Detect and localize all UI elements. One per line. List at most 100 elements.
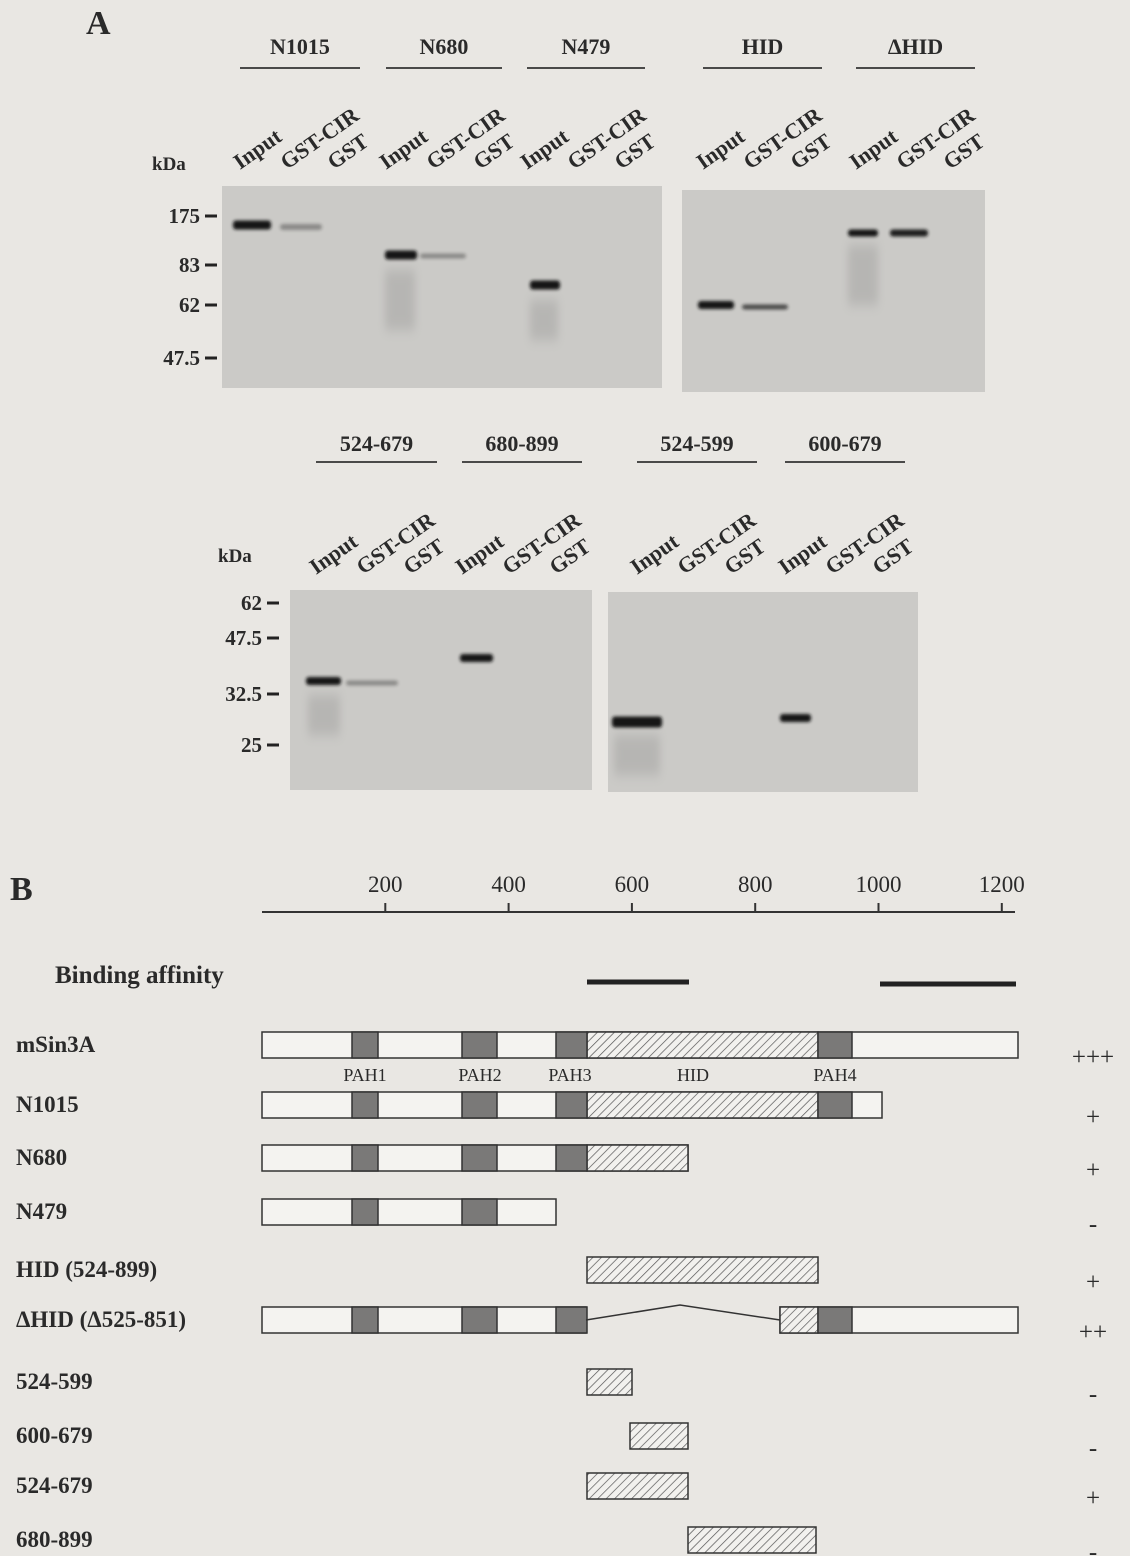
hid-region xyxy=(587,1145,688,1171)
affinity: - xyxy=(1089,1435,1097,1462)
pah-domain xyxy=(462,1032,497,1058)
axis-tick-label: 1200 xyxy=(979,872,1025,897)
affinity: ++ xyxy=(1079,1319,1107,1346)
gel-panel xyxy=(222,186,662,388)
construct-name: 524-679 xyxy=(16,1473,93,1498)
affinity: + xyxy=(1086,1485,1100,1512)
gel-band xyxy=(780,714,811,722)
pah-domain xyxy=(556,1032,587,1058)
marker-label: 47.5 xyxy=(225,626,262,650)
construct-name: HID (524-899) xyxy=(16,1257,157,1282)
gel-band xyxy=(233,221,271,230)
hid-region xyxy=(587,1032,818,1058)
axis-tick-label: 800 xyxy=(738,872,773,897)
lane-label: Input xyxy=(451,528,509,579)
pah-domain xyxy=(352,1199,378,1225)
gel-band xyxy=(385,251,417,260)
figure: A B Binding affinity kDa175836247.5N1015… xyxy=(0,0,1130,1556)
pah-domain xyxy=(556,1092,587,1118)
gel-band xyxy=(346,681,398,686)
lane-label: Input xyxy=(375,123,433,174)
axis-tick-label: 400 xyxy=(491,872,526,897)
gel-smear xyxy=(385,270,415,330)
marker-label: 62 xyxy=(241,591,262,615)
affinity: + xyxy=(1086,1269,1100,1296)
construct-header: 524-599 xyxy=(660,431,733,456)
construct-header: N479 xyxy=(562,34,611,59)
gel-band xyxy=(460,654,493,662)
marker-label: 83 xyxy=(179,253,200,277)
gel-band xyxy=(306,677,341,685)
affinity: + xyxy=(1086,1157,1100,1184)
construct-name: 680-899 xyxy=(16,1527,93,1552)
affinity: - xyxy=(1089,1211,1097,1238)
gel-smear xyxy=(614,735,660,775)
pah-domain xyxy=(556,1145,587,1171)
pah-domain xyxy=(462,1307,497,1333)
construct-box xyxy=(262,1307,586,1333)
pah-domain xyxy=(818,1032,852,1058)
construct-name: ΔHID (Δ525-851) xyxy=(16,1307,186,1332)
construct-header: HID xyxy=(742,34,784,59)
pah-domain xyxy=(818,1307,852,1333)
marker-label: 62 xyxy=(179,293,200,317)
domain-label: PAH3 xyxy=(548,1065,591,1085)
hid-region xyxy=(587,1473,688,1499)
pah-domain xyxy=(556,1307,587,1333)
marker-label: 32.5 xyxy=(225,682,262,706)
construct-header: 524-679 xyxy=(340,431,413,456)
affinity: +++ xyxy=(1072,1044,1114,1071)
hid-region xyxy=(688,1527,816,1553)
kda-label: kDa xyxy=(218,546,252,567)
hid-region xyxy=(587,1369,632,1395)
pah-domain xyxy=(818,1092,852,1118)
page: {"panel_a": {"label": "A", "gel_top": {"… xyxy=(0,0,1130,1556)
construct-header: N1015 xyxy=(270,34,330,59)
axis-tick-label: 200 xyxy=(368,872,403,897)
kda-label: kDa xyxy=(152,154,186,175)
affinity: + xyxy=(1086,1104,1100,1131)
domain-label: PAH1 xyxy=(343,1065,386,1085)
gel-band xyxy=(530,281,560,290)
construct-name: 524-599 xyxy=(16,1369,93,1394)
lane-label: Input xyxy=(305,528,363,579)
construct-name: N479 xyxy=(16,1199,67,1224)
marker-label: 25 xyxy=(241,733,262,757)
construct-header: 680-899 xyxy=(485,431,558,456)
axis-tick-label: 1000 xyxy=(856,872,902,897)
axis-tick-label: 600 xyxy=(615,872,650,897)
lane-label: Input xyxy=(692,123,750,174)
hid-region xyxy=(780,1307,818,1333)
gel-smear xyxy=(530,300,558,340)
lane-label: Input xyxy=(845,123,903,174)
lane-label: Input xyxy=(626,528,684,579)
lane-label: Input xyxy=(229,123,287,174)
gel-band xyxy=(848,230,878,237)
domain-label: PAH4 xyxy=(813,1065,856,1085)
marker-label: 175 xyxy=(169,204,201,228)
hid-region xyxy=(587,1092,818,1118)
affinity: - xyxy=(1089,1539,1097,1556)
gel-band xyxy=(698,301,734,309)
pah-domain xyxy=(352,1145,378,1171)
pah-domain xyxy=(352,1032,378,1058)
construct-header: 600-679 xyxy=(808,431,881,456)
construct-header: N680 xyxy=(420,34,469,59)
lane-label: Input xyxy=(516,123,574,174)
domain-label: PAH2 xyxy=(458,1065,501,1085)
gel-band xyxy=(280,224,322,230)
gel-band xyxy=(420,254,466,259)
pah-domain xyxy=(462,1145,497,1171)
panel-label: B xyxy=(10,871,33,908)
panel-label: A xyxy=(86,5,111,42)
pah-domain xyxy=(462,1199,497,1225)
gel-panel xyxy=(682,190,985,392)
gel-band xyxy=(890,230,928,237)
gel-band xyxy=(612,717,662,728)
lane-label: Input xyxy=(774,528,832,579)
pah-domain xyxy=(352,1092,378,1118)
gel-band xyxy=(742,305,788,310)
construct-box xyxy=(262,1199,556,1225)
pah-domain xyxy=(352,1307,378,1333)
deletion-line xyxy=(586,1305,780,1320)
